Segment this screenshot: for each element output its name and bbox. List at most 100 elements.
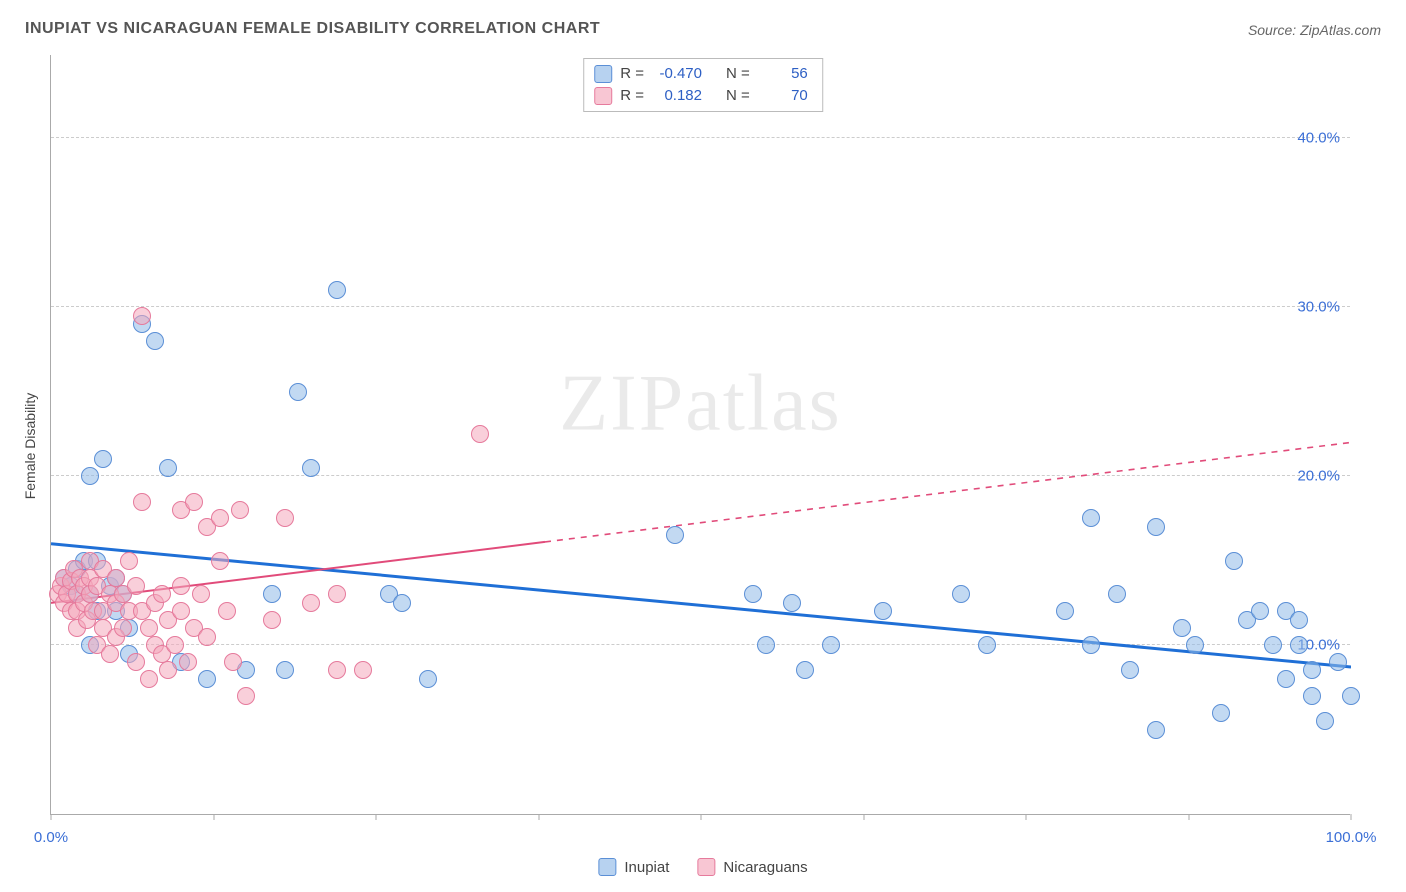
data-point <box>1225 552 1243 570</box>
data-point <box>302 459 320 477</box>
data-point <box>1329 653 1347 671</box>
x-tick <box>1188 814 1189 820</box>
legend-item-nicaraguans: Nicaraguans <box>697 858 807 876</box>
data-point <box>1108 585 1126 603</box>
data-point <box>94 450 112 468</box>
trend-dashed <box>545 442 1351 541</box>
data-point <box>1303 687 1321 705</box>
data-point <box>289 383 307 401</box>
r-label: R = <box>620 63 644 85</box>
n-label: N = <box>726 63 750 85</box>
data-point <box>1147 721 1165 739</box>
data-point <box>1082 509 1100 527</box>
x-tick <box>213 814 214 820</box>
grid-line <box>51 475 1350 476</box>
r-value-inupiat: -0.470 <box>652 63 702 85</box>
grid-line <box>51 644 1350 645</box>
data-point <box>1303 661 1321 679</box>
data-point <box>1147 518 1165 536</box>
data-point <box>114 619 132 637</box>
data-point <box>328 585 346 603</box>
swatch-inupiat <box>598 858 616 876</box>
data-point <box>744 585 762 603</box>
chart-title: INUPIAT VS NICARAGUAN FEMALE DISABILITY … <box>25 20 600 37</box>
grid-line <box>51 137 1350 138</box>
data-point <box>354 661 372 679</box>
data-point <box>140 670 158 688</box>
data-point <box>1251 602 1269 620</box>
data-point <box>796 661 814 679</box>
data-point <box>1290 636 1308 654</box>
data-point <box>1212 704 1230 722</box>
data-point <box>328 661 346 679</box>
watermark-a: ZIP <box>559 360 685 448</box>
data-point <box>231 501 249 519</box>
data-point <box>757 636 775 654</box>
data-point <box>133 493 151 511</box>
x-tick <box>51 814 52 820</box>
data-point <box>419 670 437 688</box>
data-point <box>218 602 236 620</box>
data-point <box>666 526 684 544</box>
stats-legend: R = -0.470 N = 56 R = 0.182 N = 70 <box>583 58 823 112</box>
data-point <box>146 332 164 350</box>
legend-item-inupiat: Inupiat <box>598 858 669 876</box>
swatch-nicaraguans <box>594 87 612 105</box>
n-label: N = <box>726 85 750 107</box>
watermark: ZIPatlas <box>559 359 842 450</box>
data-point <box>166 636 184 654</box>
data-point <box>211 509 229 527</box>
y-axis-label: Female Disability <box>22 393 38 500</box>
x-tick <box>1351 814 1352 820</box>
x-tick <box>1026 814 1027 820</box>
data-point <box>237 687 255 705</box>
watermark-b: atlas <box>685 360 842 448</box>
grid-line <box>51 306 1350 307</box>
data-point <box>153 585 171 603</box>
data-point <box>159 459 177 477</box>
data-point <box>192 585 210 603</box>
stats-row-inupiat: R = -0.470 N = 56 <box>594 63 808 85</box>
data-point <box>127 653 145 671</box>
data-point <box>1121 661 1139 679</box>
scatter-chart: ZIPatlas 10.0%20.0%30.0%40.0%0.0%100.0% <box>50 55 1350 815</box>
data-point <box>783 594 801 612</box>
data-point <box>172 577 190 595</box>
data-point <box>822 636 840 654</box>
data-point <box>179 653 197 671</box>
trend-solid <box>51 544 1351 667</box>
data-point <box>1277 670 1295 688</box>
r-label: R = <box>620 85 644 107</box>
data-point <box>133 307 151 325</box>
n-value-nicaraguans: 70 <box>758 85 808 107</box>
data-point <box>159 661 177 679</box>
legend-label-nicaraguans: Nicaraguans <box>723 859 807 876</box>
data-point <box>185 493 203 511</box>
data-point <box>1056 602 1074 620</box>
data-point <box>101 645 119 663</box>
data-point <box>211 552 229 570</box>
data-point <box>302 594 320 612</box>
data-point <box>328 281 346 299</box>
data-point <box>198 670 216 688</box>
data-point <box>140 619 158 637</box>
data-point <box>172 602 190 620</box>
data-point <box>81 467 99 485</box>
data-point <box>127 577 145 595</box>
data-point <box>276 661 294 679</box>
y-tick-label: 40.0% <box>1297 130 1340 147</box>
source-label: Source: ZipAtlas.com <box>1248 22 1381 38</box>
x-tick-label: 0.0% <box>34 829 68 846</box>
x-tick <box>538 814 539 820</box>
data-point <box>263 585 281 603</box>
data-point <box>276 509 294 527</box>
data-point <box>198 628 216 646</box>
data-point <box>1316 712 1334 730</box>
stats-row-nicaraguans: R = 0.182 N = 70 <box>594 85 808 107</box>
data-point <box>1173 619 1191 637</box>
data-point <box>1082 636 1100 654</box>
x-tick <box>701 814 702 820</box>
y-tick-label: 30.0% <box>1297 299 1340 316</box>
series-legend: Inupiat Nicaraguans <box>598 858 807 876</box>
data-point <box>263 611 281 629</box>
